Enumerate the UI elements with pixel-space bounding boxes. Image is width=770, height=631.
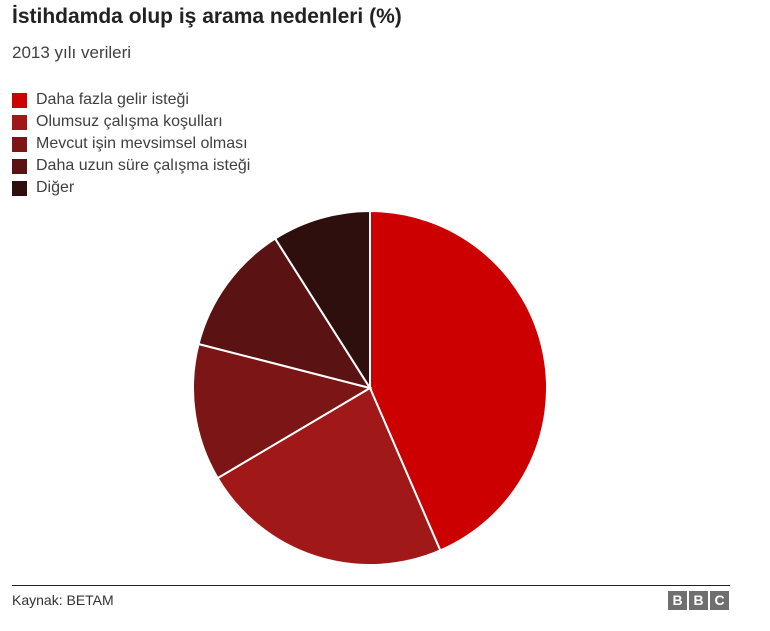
legend-label: Daha uzun süre çalışma isteği: [36, 157, 251, 174]
legend-swatch: [12, 92, 27, 108]
legend-swatch: [12, 158, 27, 174]
bbc-logo-letter: B: [668, 591, 687, 610]
legend-swatch: [12, 136, 27, 152]
legend-label: Olumsuz çalışma koşulları: [36, 113, 223, 130]
pie-slice: [197, 237, 373, 390]
legend-item: Daha fazla gelir isteği: [12, 89, 250, 111]
pie-slice: [369, 209, 548, 552]
chart-title: İstihdamda olup iş arama nedenleri (%): [12, 5, 402, 28]
legend-item: Mevcut işin mevsimsel olması: [12, 133, 250, 155]
pie-slice: [273, 209, 371, 392]
pie-slice: [216, 386, 442, 566]
legend-item: Diğer: [12, 177, 250, 199]
bbc-logo-letter: C: [710, 591, 729, 610]
legend-label: Diğer: [36, 179, 75, 196]
chart-subtitle: 2013 yılı verileri: [12, 43, 132, 62]
legend-item: Daha uzun süre çalışma isteği: [12, 155, 250, 177]
bbc-logo-letter: B: [689, 591, 708, 610]
legend-label: Daha fazla gelir isteği: [36, 91, 189, 108]
legend-swatch: [12, 180, 27, 196]
legend-swatch: [12, 114, 27, 130]
legend-item: Olumsuz çalışma koşulları: [12, 111, 250, 133]
bbc-logo: B B C: [666, 591, 729, 610]
source-note: Kaynak: BETAM: [12, 592, 114, 608]
footer-divider: [12, 585, 730, 586]
legend-label: Mevcut işin mevsimsel olması: [36, 135, 248, 152]
legend: Daha fazla gelir isteği Olumsuz çalışma …: [12, 89, 250, 199]
